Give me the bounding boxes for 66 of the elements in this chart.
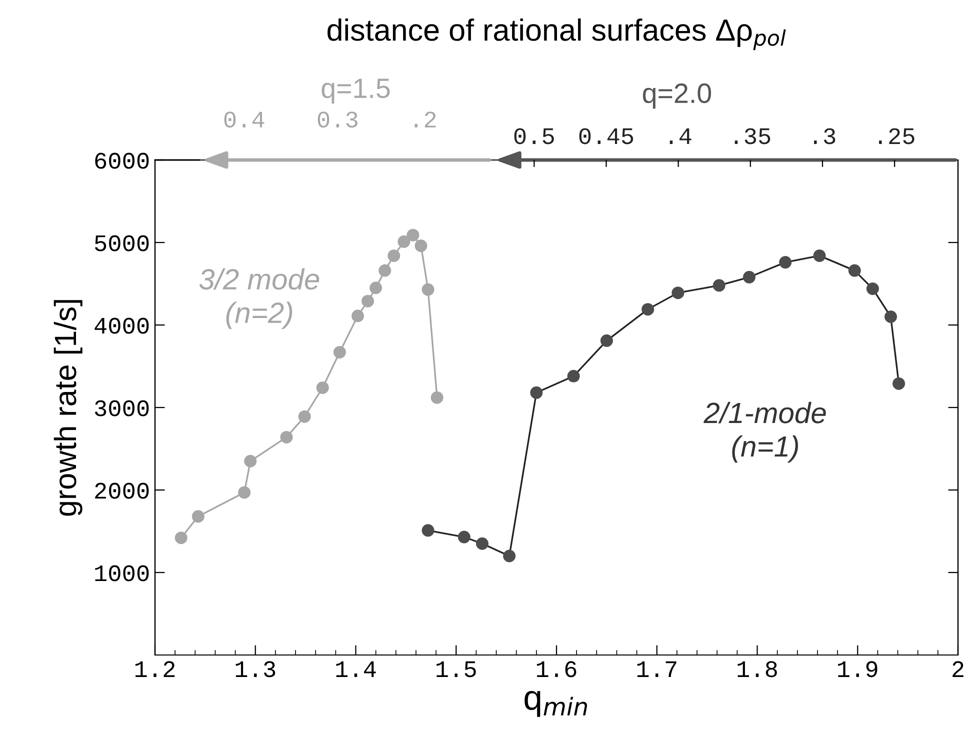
x2-tick-label: .25: [879, 128, 914, 144]
point: [414, 240, 428, 252]
y-tick-label: 4000: [94, 318, 149, 334]
x2-axis-title: distance of rational surfaces Δρ$_{pol}$: [328, 18, 786, 50]
point: [813, 249, 826, 262]
point: [378, 264, 392, 277]
x2-tick-label: .4: [670, 128, 692, 144]
point: [458, 530, 470, 544]
point: [238, 486, 251, 499]
point: [422, 283, 434, 296]
x2-tick-label: .3: [814, 128, 836, 144]
y-tick-label: 5000: [94, 235, 149, 252]
point: [892, 377, 906, 390]
point: [370, 282, 382, 294]
point: [476, 537, 488, 550]
point: [333, 346, 346, 358]
x-tick-label: 1.9: [838, 661, 878, 678]
x2-tick-label: 0.5: [514, 128, 554, 144]
y-tick-label: 3000: [94, 400, 149, 416]
x-tick-label: 1.7: [637, 661, 676, 677]
x-tick-label: 2: [952, 661, 964, 677]
point: [174, 532, 188, 544]
x-tick-label: 1.8: [738, 661, 777, 678]
point: [503, 550, 516, 562]
text: q=2.0: [642, 83, 712, 109]
point: [779, 256, 792, 269]
point: [884, 310, 897, 323]
x-tick-label: 1.3: [236, 661, 276, 678]
point: [848, 264, 861, 277]
series-label: 3/2 mode (n=2): [199, 268, 320, 329]
x-tick-label: 1.2: [135, 661, 175, 677]
point: [352, 310, 364, 322]
text: 2/1-mode (n=1): [704, 402, 826, 463]
x2-tick-label: .35: [734, 128, 770, 144]
point: [742, 270, 756, 284]
y-tick-label: 2000: [95, 482, 149, 499]
x-axis-title: q$_{min}$: [524, 690, 587, 717]
point: [244, 454, 257, 468]
point: [600, 334, 613, 347]
x-tick-label: 1.5: [436, 661, 476, 678]
point: [362, 294, 374, 308]
point: [406, 228, 420, 242]
point: [672, 286, 684, 300]
x-tick-label: 1.6: [536, 661, 576, 678]
point: [298, 410, 311, 423]
text: 0.3: [318, 112, 358, 128]
point: [316, 381, 329, 394]
x-tick-label: 1.4: [336, 661, 376, 677]
point: [192, 510, 204, 523]
point: [430, 391, 444, 404]
point: [388, 249, 400, 262]
text: .2: [414, 112, 436, 128]
point: [567, 370, 580, 382]
point: [398, 235, 410, 248]
text: 0.4: [224, 112, 264, 128]
point: [422, 524, 434, 537]
point: [866, 282, 879, 295]
y-tick-label: 1000: [95, 565, 149, 582]
text: q=1.5: [322, 78, 390, 104]
point: [642, 303, 654, 316]
point: [280, 430, 293, 444]
y-tick-label: 6000: [95, 152, 149, 169]
point: [530, 386, 543, 399]
x2-tick-label: 0.45: [579, 128, 634, 144]
point: [712, 279, 726, 292]
y-axis-title: growth rate [1/s]: [54, 300, 82, 516]
